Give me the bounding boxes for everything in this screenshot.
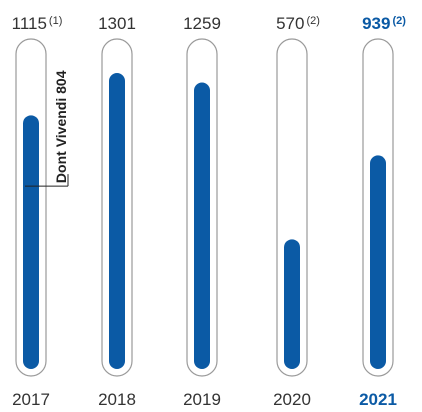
bar-2020 <box>284 239 300 369</box>
bar-track <box>101 38 133 377</box>
tick-label-2021: 2021 <box>359 390 397 409</box>
bar-group-2021: 939 (2) 2021 <box>359 14 406 409</box>
bar-2017 <box>23 115 39 370</box>
bar-track <box>276 38 308 377</box>
value-label: 570 (2) <box>276 14 320 33</box>
bar-2019 <box>194 82 210 369</box>
bar-track <box>186 38 218 377</box>
bar-track <box>15 38 47 377</box>
value-label: 939 (2) <box>362 14 406 33</box>
tick-label-2018: 2018 <box>98 390 136 409</box>
bar-group-2019: 1259 2019 <box>183 14 221 409</box>
bar-2018 <box>109 73 125 369</box>
value-label: 1259 <box>183 14 221 33</box>
bar-group-2020: 570 (2) 2020 <box>273 14 320 409</box>
bar-group-2018: 1301 2018 <box>98 14 136 409</box>
value-label: 1115 (1) <box>12 14 63 33</box>
tick-label-2019: 2019 <box>183 390 221 409</box>
annotation: Dont Vivendi 804 <box>25 70 69 187</box>
value-label: 1301 <box>98 14 136 33</box>
annotation-text: Dont Vivendi 804 <box>53 70 69 183</box>
bar-group-2017: 1115 (1) 2017 <box>12 14 63 409</box>
tick-label-2017: 2017 <box>12 390 50 409</box>
bar-track <box>362 38 394 377</box>
bar-2021 <box>370 155 386 369</box>
tick-label-2020: 2020 <box>273 390 311 409</box>
